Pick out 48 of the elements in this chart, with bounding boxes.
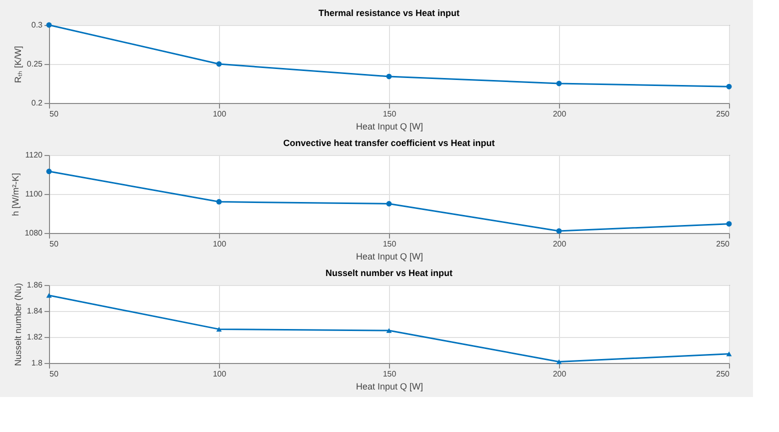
- x-axis-title: Heat Input Q [W]: [356, 382, 424, 392]
- y-tick-label: 0.3: [31, 20, 44, 30]
- x-tick-label: 100: [212, 370, 227, 378]
- y-axis-title: h [W/m²-K]: [10, 173, 21, 216]
- point: [216, 61, 222, 67]
- x-tick-label: 100: [212, 110, 227, 118]
- x-tick-label: 250: [716, 240, 730, 248]
- x-tick-label: 200: [552, 240, 567, 248]
- point: [726, 84, 732, 90]
- x-tick-label: 50: [50, 370, 59, 378]
- x-tick-label: 250: [716, 110, 730, 118]
- x-tick-label: 150: [382, 370, 397, 378]
- y-axis-title: Rₜₕ [K/W]: [12, 46, 23, 83]
- chart-title: Thermal resistance vs Heat input: [318, 8, 460, 18]
- x-axis-title: Heat Input Q [W]: [356, 252, 424, 262]
- chart-title: Convective heat transfer coefficient vs Heat input: [283, 138, 495, 148]
- x-tick-label: 50: [50, 110, 59, 118]
- point: [386, 74, 392, 80]
- point: [46, 293, 52, 298]
- y-tick-label: 1.84: [26, 306, 44, 316]
- y-tick-label: 1.86: [26, 280, 44, 290]
- x-tick-label: 200: [552, 370, 567, 378]
- y-tick-label: 1080: [24, 228, 44, 238]
- point: [46, 168, 52, 174]
- y-tick-label: 1100: [25, 190, 44, 198]
- y-tick-label: 1.8: [31, 358, 44, 368]
- x-tick-label: 100: [212, 240, 227, 248]
- y-tick-label: 0.25: [26, 60, 44, 68]
- point: [556, 80, 562, 86]
- point: [556, 228, 562, 234]
- x-tick-label: 50: [50, 240, 59, 248]
- point: [556, 359, 562, 364]
- y-tick-label: 0.2: [31, 98, 44, 108]
- y-tick-label: 1.82: [26, 332, 44, 342]
- point: [216, 326, 222, 332]
- x-tick-label: 150: [382, 240, 397, 248]
- y-axis-title: Nusselt number (Nu): [12, 282, 23, 366]
- point: [216, 199, 222, 205]
- point: [386, 328, 392, 333]
- x-tick-label: 200: [552, 110, 567, 118]
- point: [386, 201, 392, 206]
- point: [726, 221, 732, 227]
- point: [726, 352, 732, 356]
- x-tick-label: 250: [716, 370, 730, 378]
- x-axis-title: Heat Input Q [W]: [356, 122, 424, 132]
- chart-title: Nusselt number vs Heat input: [325, 268, 453, 278]
- x-tick-label: 150: [382, 110, 397, 118]
- y-tick-label: 1120: [25, 150, 44, 160]
